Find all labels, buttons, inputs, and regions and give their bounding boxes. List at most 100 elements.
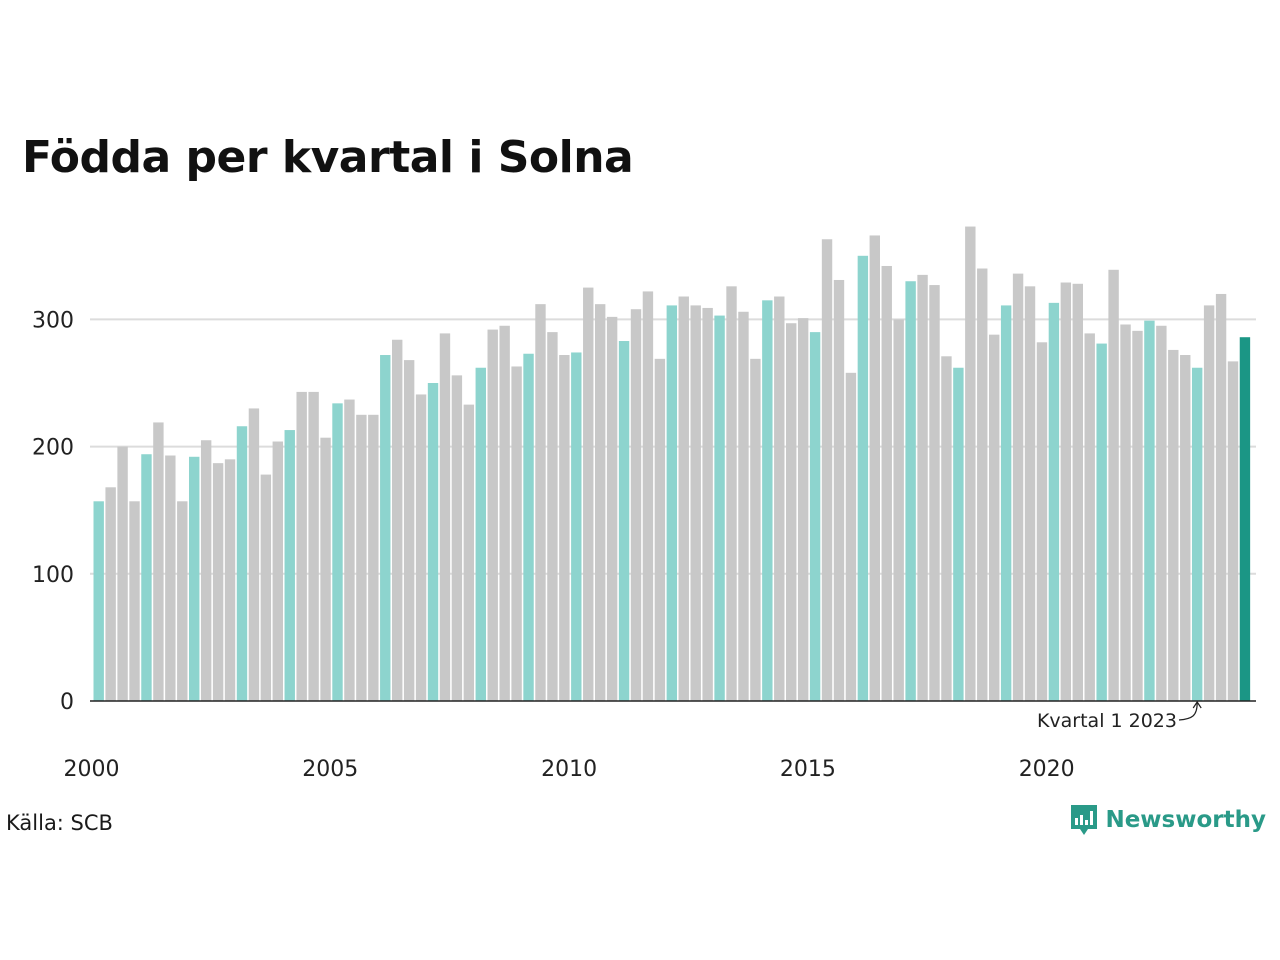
bar: 2022 Q3: 276 xyxy=(1168,349,1179,701)
bar: 2014 Q1: 315 xyxy=(762,300,773,701)
bar: 2005 Q2: 237 xyxy=(344,399,355,701)
y-tick-label: 300 xyxy=(32,308,74,333)
bar: undefined: 311 xyxy=(1203,305,1215,701)
bar: 2009 Q3: 290 xyxy=(547,332,558,701)
y-tick-label: 200 xyxy=(32,436,74,461)
bar: 2006 Q3: 268 xyxy=(403,360,415,701)
bar: 2013 Q2: 326 xyxy=(726,286,737,701)
bar: 2001 Q3: 193 xyxy=(165,455,176,701)
bar: 2022 Q2: 295 xyxy=(1156,325,1167,701)
bar: 2021 Q4: 291 xyxy=(1132,330,1143,701)
bar: 2018 Q2: 373 xyxy=(965,226,976,702)
bar: 2020 Q4: 289 xyxy=(1084,333,1095,701)
bar: 2017 Q4: 271 xyxy=(941,356,952,701)
bar: 2002 Q4: 190 xyxy=(224,459,236,701)
x-tick-label: 2015 xyxy=(780,757,836,782)
bars: 2000 Q1: 1572000 Q2: 1682000 Q3: 2002000… xyxy=(93,226,1251,702)
bar: 2020 Q1: 313 xyxy=(1048,302,1060,701)
bar: 2006 Q2: 284 xyxy=(392,339,403,701)
bar: 2013 Q4: 269 xyxy=(750,358,761,701)
bar: 2007 Q4: 233 xyxy=(463,404,475,701)
bar: 2014 Q3: 297 xyxy=(786,323,797,701)
bar: 2016 Q4: 300 xyxy=(893,319,904,701)
bar: 2017 Q1: 330 xyxy=(905,281,916,701)
bar: 2000 Q1: 157 xyxy=(93,501,104,701)
bar: 2012 Q2: 318 xyxy=(678,296,689,701)
bar: 2019 Q3: 326 xyxy=(1024,286,1036,701)
bar: 2008 Q4: 263 xyxy=(511,366,522,701)
bar: 2015 Q2: 363 xyxy=(821,239,833,701)
bar: 2022 Q4: 272 xyxy=(1180,355,1191,701)
bar-chart: 2000 Q1: 1572000 Q2: 1682000 Q3: 2002000… xyxy=(32,226,1256,782)
bar: undefined: 267 xyxy=(1227,361,1239,701)
bar: 2001 Q4: 157 xyxy=(177,501,188,701)
bar: 2010 Q4: 302 xyxy=(606,316,618,701)
bar: 2017 Q3: 327 xyxy=(929,285,940,701)
bar: 2008 Q2: 292 xyxy=(487,329,498,701)
brand-logo: Newsworthy xyxy=(1069,803,1266,837)
bar: 2000 Q3: 200 xyxy=(117,446,128,701)
bar: 2021 Q2: 339 xyxy=(1108,269,1119,701)
bar: 2006 Q1: 272 xyxy=(380,355,391,701)
bar: 2013 Q3: 306 xyxy=(738,311,749,701)
x-tick-labels: 2000 2005 2010 2015 2020 xyxy=(64,757,1075,782)
bar: 2013 Q1: 303 xyxy=(714,315,725,701)
bar: 2019 Q1: 311 xyxy=(1000,305,1012,701)
bar: 2018 Q4: 288 xyxy=(989,334,1000,701)
bar: 2015 Q1: 290 xyxy=(809,332,821,701)
bar: 2018 Q3: 340 xyxy=(977,268,988,701)
bar: 2012 Q1: 311 xyxy=(666,305,678,701)
bar: 2004 Q3: 243 xyxy=(308,391,319,701)
bar: 2011 Q3: 322 xyxy=(642,291,654,701)
bar: 2022 Q1: 299 xyxy=(1144,320,1155,701)
bar: 2018 Q1: 262 xyxy=(953,367,964,701)
source-label: Källa: SCB xyxy=(6,811,113,835)
bar: 2010 Q1: 274 xyxy=(571,352,582,701)
bar: 2007 Q1: 250 xyxy=(427,383,439,701)
brand-name: Newsworthy xyxy=(1105,807,1266,833)
annotation: Kvartal 1 2023 xyxy=(1037,700,1202,732)
bar: 2002 Q2: 205 xyxy=(200,440,212,701)
x-tick-label: 2020 xyxy=(1019,757,1075,782)
bar: 2009 Q2: 312 xyxy=(535,304,546,701)
bar: 2017 Q2: 335 xyxy=(917,274,928,701)
bar: 2014 Q4: 301 xyxy=(797,318,809,701)
bar: 2004 Q2: 243 xyxy=(296,391,307,701)
bar: 2005 Q4: 225 xyxy=(368,414,379,701)
bar: 2016 Q3: 342 xyxy=(881,265,892,701)
chart-title: Födda per kvartal i Solna xyxy=(22,132,634,183)
x-tick-label: 2010 xyxy=(541,757,597,782)
bar: 2004 Q1: 213 xyxy=(284,430,295,701)
bar: 2023 Q1: 262 xyxy=(1191,367,1203,701)
bar: 2001 Q2: 219 xyxy=(153,422,164,701)
bar: 2020 Q3: 328 xyxy=(1072,283,1083,701)
bar: 2015 Q4: 258 xyxy=(845,372,857,701)
bar: 2016 Q1: 350 xyxy=(857,255,869,702)
bar: 2015 Q3: 331 xyxy=(833,279,845,701)
y-tick-label: 0 xyxy=(60,690,74,715)
x-tick-label: 2000 xyxy=(64,757,120,782)
bar: 2021 Q1: 281 xyxy=(1096,343,1107,701)
bar: 2000 Q4: 157 xyxy=(129,501,140,701)
bar: 2019 Q4: 282 xyxy=(1036,342,1048,701)
bar: 2014 Q2: 318 xyxy=(774,296,785,701)
bar: 2010 Q2: 325 xyxy=(583,287,594,701)
bar: 2011 Q2: 308 xyxy=(630,309,642,701)
bar: 2021 Q3: 296 xyxy=(1120,324,1131,701)
bar: 2002 Q3: 187 xyxy=(212,463,224,701)
bar: 2012 Q3: 311 xyxy=(690,305,701,701)
annotation-arrow xyxy=(1178,702,1198,721)
bar: 2002 Q1: 192 xyxy=(189,456,200,701)
bar: 2010 Q3: 312 xyxy=(594,304,606,701)
y-tick-labels: 0 100 200 300 xyxy=(32,308,74,715)
bar: 2020 Q2: 329 xyxy=(1060,282,1072,701)
annotation-label: Kvartal 1 2023 xyxy=(1037,710,1177,732)
bar: 2004 Q4: 207 xyxy=(320,437,331,701)
bar: 2008 Q3: 295 xyxy=(499,325,510,701)
bar: 2007 Q3: 256 xyxy=(451,375,463,701)
bar: 2019 Q2: 336 xyxy=(1012,273,1024,701)
